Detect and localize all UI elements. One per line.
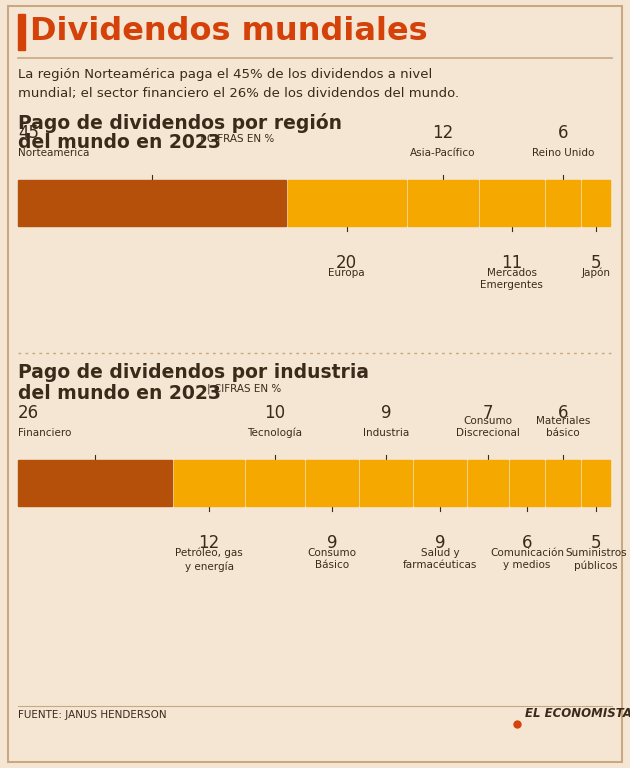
Text: Consumo
Discrecional: Consumo Discrecional <box>456 415 520 438</box>
Text: Financiero: Financiero <box>18 428 71 438</box>
Text: Suministros
públicos: Suministros públicos <box>565 548 627 571</box>
FancyBboxPatch shape <box>8 6 622 762</box>
Text: Reino Unido: Reino Unido <box>532 148 594 158</box>
Bar <box>480 180 544 226</box>
Text: Mercados
Emergentes: Mercados Emergentes <box>480 268 543 290</box>
Text: Norteamérica: Norteamérica <box>18 148 89 158</box>
Bar <box>306 460 358 506</box>
Text: Asia-Pacífico: Asia-Pacífico <box>410 148 476 158</box>
Text: del mundo en 2023: del mundo en 2023 <box>18 384 221 403</box>
Bar <box>174 460 244 506</box>
Text: Industria: Industria <box>363 428 409 438</box>
Bar <box>582 180 609 226</box>
Text: 26: 26 <box>18 404 39 422</box>
Text: Tecnología: Tecnología <box>248 428 302 438</box>
Bar <box>414 460 466 506</box>
Bar <box>18 180 285 226</box>
Text: 9: 9 <box>435 534 445 552</box>
Text: del mundo en 2023: del mundo en 2023 <box>18 133 221 152</box>
Text: FUENTE: JANUS HENDERSON: FUENTE: JANUS HENDERSON <box>18 710 166 720</box>
Text: 12: 12 <box>198 534 220 552</box>
Text: 10: 10 <box>265 404 285 422</box>
Text: 6: 6 <box>522 534 532 552</box>
Text: 6: 6 <box>558 404 568 422</box>
Text: Dividendos mundiales: Dividendos mundiales <box>30 16 428 48</box>
Bar <box>582 460 610 506</box>
Text: Japón: Japón <box>581 268 610 279</box>
Text: Comunicación
y medios: Comunicación y medios <box>490 548 564 571</box>
Text: 12: 12 <box>432 124 454 142</box>
Bar <box>18 460 172 506</box>
Bar <box>510 460 544 506</box>
Text: 11: 11 <box>501 254 522 272</box>
Text: Consumo
Básico: Consumo Básico <box>307 548 357 571</box>
Text: Pago de dividendos por industria: Pago de dividendos por industria <box>18 363 369 382</box>
Text: 45: 45 <box>18 124 39 142</box>
Bar <box>546 180 580 226</box>
Text: 7: 7 <box>483 404 493 422</box>
Text: 20: 20 <box>336 254 357 272</box>
Bar <box>288 180 406 226</box>
Bar <box>18 14 25 50</box>
Bar <box>246 460 304 506</box>
Text: Europa: Europa <box>328 268 365 278</box>
Text: 5: 5 <box>590 254 601 272</box>
Text: | CIFRAS EN %: | CIFRAS EN % <box>200 133 274 144</box>
Text: 5: 5 <box>591 534 601 552</box>
Text: EL ECONOMISTA: EL ECONOMISTA <box>525 707 630 720</box>
Text: 9: 9 <box>327 534 337 552</box>
Text: Pago de dividendos por región: Pago de dividendos por región <box>18 113 342 133</box>
Text: Materiales
básico: Materiales básico <box>536 415 590 438</box>
Bar <box>408 180 478 226</box>
Bar <box>360 460 412 506</box>
Text: Petróleo, gas
y energía: Petróleo, gas y energía <box>175 548 243 571</box>
Bar <box>468 460 508 506</box>
Bar <box>546 460 580 506</box>
Text: | CIFRAS EN %: | CIFRAS EN % <box>207 384 281 395</box>
Text: La región Norteamérica paga el 45% de los dividendos a nivel
mundial; el sector : La región Norteamérica paga el 45% de lo… <box>18 68 459 100</box>
Text: 9: 9 <box>381 404 391 422</box>
Text: 6: 6 <box>558 124 568 142</box>
Text: Salud y
farmacéuticas: Salud y farmacéuticas <box>403 548 477 571</box>
